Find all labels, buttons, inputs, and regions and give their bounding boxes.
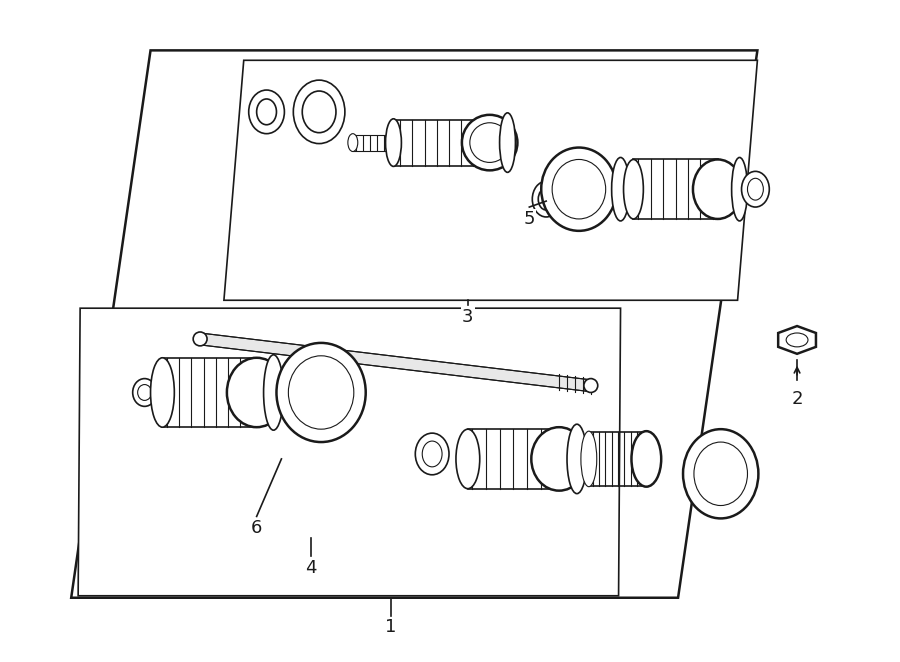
Ellipse shape	[632, 431, 662, 487]
Ellipse shape	[293, 80, 345, 144]
Text: 3: 3	[462, 308, 473, 326]
Ellipse shape	[288, 355, 354, 429]
Ellipse shape	[532, 181, 560, 217]
Polygon shape	[200, 333, 589, 391]
Polygon shape	[778, 326, 816, 354]
Ellipse shape	[748, 178, 763, 200]
Ellipse shape	[462, 115, 517, 170]
Polygon shape	[71, 50, 758, 598]
Ellipse shape	[150, 357, 175, 427]
Ellipse shape	[531, 427, 587, 491]
Ellipse shape	[456, 429, 480, 489]
Ellipse shape	[624, 160, 644, 219]
Ellipse shape	[541, 148, 616, 231]
Ellipse shape	[500, 113, 516, 172]
Ellipse shape	[422, 441, 442, 467]
Ellipse shape	[693, 160, 742, 219]
Text: 2: 2	[791, 391, 803, 408]
Text: 6: 6	[251, 519, 262, 538]
Ellipse shape	[552, 160, 606, 219]
Ellipse shape	[138, 385, 151, 401]
Ellipse shape	[248, 90, 284, 134]
Ellipse shape	[256, 99, 276, 124]
Ellipse shape	[302, 91, 336, 132]
Ellipse shape	[538, 188, 554, 210]
Polygon shape	[78, 308, 621, 596]
Ellipse shape	[415, 433, 449, 475]
Ellipse shape	[385, 118, 401, 166]
Ellipse shape	[584, 379, 598, 393]
Ellipse shape	[567, 424, 587, 494]
Ellipse shape	[194, 332, 207, 346]
Ellipse shape	[276, 343, 365, 442]
Ellipse shape	[227, 357, 286, 427]
Ellipse shape	[683, 429, 759, 518]
Ellipse shape	[470, 122, 509, 162]
Ellipse shape	[612, 158, 629, 221]
Ellipse shape	[787, 333, 808, 347]
Ellipse shape	[694, 442, 748, 506]
Polygon shape	[224, 60, 758, 301]
Text: 5: 5	[524, 210, 536, 228]
Ellipse shape	[264, 355, 284, 430]
Ellipse shape	[732, 158, 748, 221]
Text: 1: 1	[385, 618, 396, 636]
Ellipse shape	[742, 171, 769, 207]
Text: 4: 4	[305, 559, 317, 577]
Ellipse shape	[132, 379, 157, 406]
Ellipse shape	[348, 134, 358, 152]
Ellipse shape	[580, 431, 597, 487]
